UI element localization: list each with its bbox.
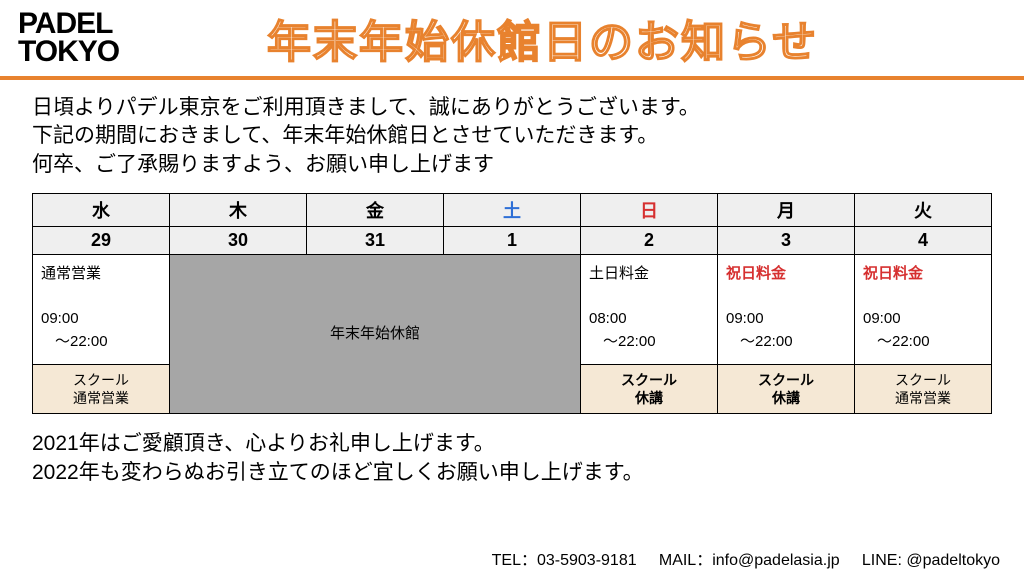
day-header: 金 — [307, 194, 444, 227]
date-cell: 3 — [718, 227, 855, 255]
school-cell: スクール通常営業 — [33, 365, 170, 414]
rate-label: 土日料金 — [589, 263, 709, 286]
day-header-row: 水 木 金 土 日 月 火 — [33, 194, 992, 227]
school-cell: スクール休講 — [718, 365, 855, 414]
date-cell: 4 — [855, 227, 992, 255]
footer-contact: TEL：03-5903-9181 MAIL：info@padelasia.jp … — [492, 546, 1000, 570]
date-cell: 29 — [33, 227, 170, 255]
day-header: 水 — [33, 194, 170, 227]
mail-value: info@padelasia.jp — [712, 552, 839, 569]
day-header: 火 — [855, 194, 992, 227]
day-header: 月 — [718, 194, 855, 227]
date-cell: 30 — [170, 227, 307, 255]
open-time: 09:00 — [41, 308, 161, 331]
school-cell: スクール休講 — [581, 365, 718, 414]
day-header: 木 — [170, 194, 307, 227]
hours-row: 通常営業 09:00 ～22:00 年末年始休館 土日料金 08:00 ～22:… — [33, 255, 992, 365]
mail-label: MAIL： — [659, 552, 712, 569]
open-time: 09:00 — [726, 308, 846, 331]
rate-label: 通常営業 — [41, 263, 161, 286]
rate-label-holiday: 祝日料金 — [863, 263, 983, 286]
tel-value: 03-5903-9181 — [537, 552, 637, 569]
closed-cell: 年末年始休館 — [170, 255, 581, 414]
close-time: ～22:00 — [589, 331, 656, 354]
intro-line: 何卒、ご了承賜りますよう、お願い申し上げます — [32, 151, 992, 179]
page-title: 年末年始休館日のお知らせ — [119, 6, 1006, 70]
date-cell: 31 — [307, 227, 444, 255]
open-time: 09:00 — [863, 308, 983, 331]
tel-label: TEL： — [492, 552, 537, 569]
hours-cell: 祝日料金 09:00 ～22:00 — [718, 255, 855, 365]
intro-line: 下記の期間におきまして、年末年始休館日とさせていただきます。 — [32, 122, 992, 150]
close-time: ～22:00 — [863, 331, 930, 354]
hours-cell: 土日料金 08:00 ～22:00 — [581, 255, 718, 365]
hours-cell: 祝日料金 09:00 ～22:00 — [855, 255, 992, 365]
close-time: ～22:00 — [41, 331, 108, 354]
divider — [0, 76, 1024, 80]
date-cell: 1 — [444, 227, 581, 255]
rate-label-holiday: 祝日料金 — [726, 263, 846, 286]
day-header-sun: 日 — [581, 194, 718, 227]
intro-line: 日頃よりパデル東京をご利用頂きまして、誠にありがとうございます。 — [32, 94, 992, 122]
school-cell: スクール通常営業 — [855, 365, 992, 414]
intro-text: 日頃よりパデル東京をご利用頂きまして、誠にありがとうございます。 下記の期間にお… — [0, 94, 1024, 179]
logo-line2: TOKYO — [18, 38, 119, 67]
date-cell: 2 — [581, 227, 718, 255]
schedule-table: 水 木 金 土 日 月 火 29 30 31 1 2 3 4 通常営業 09:0… — [32, 193, 992, 414]
close-time: ～22:00 — [726, 331, 793, 354]
day-header-sat: 土 — [444, 194, 581, 227]
outro-text: 2021年はご愛顧頂き、心よりお礼申し上げます。 2022年も変わらぬお引き立て… — [0, 424, 1024, 487]
open-time: 08:00 — [589, 308, 709, 331]
logo-line1: PADEL — [18, 10, 119, 39]
hours-cell: 通常営業 09:00 ～22:00 — [33, 255, 170, 365]
date-row: 29 30 31 1 2 3 4 — [33, 227, 992, 255]
logo: PADEL TOKYO — [18, 10, 119, 67]
outro-line: 2021年はご愛顧頂き、心よりお礼申し上げます。 — [32, 430, 992, 458]
line-value: @padeltokyo — [906, 552, 1000, 569]
outro-line: 2022年も変わらぬお引き立てのほど宜しくお願い申し上げます。 — [32, 459, 992, 487]
line-label: LINE: — [862, 552, 906, 569]
